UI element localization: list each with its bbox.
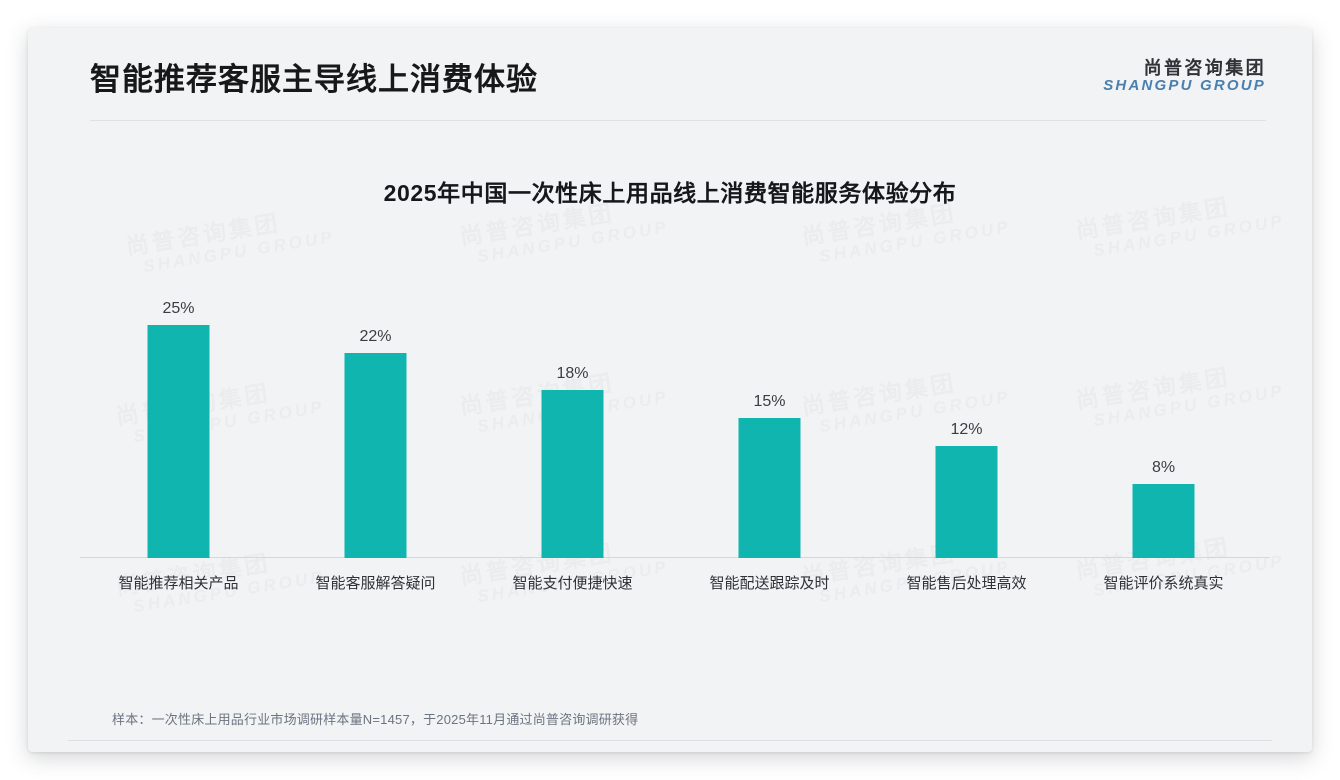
bar-group: 15% 智能配送跟踪及时 bbox=[671, 228, 868, 592]
bar[interactable] bbox=[541, 390, 604, 558]
slide-card: 尚普咨询集团 SHANGPU GROUP 尚普咨询集团 SHANGPU GROU… bbox=[28, 28, 1312, 752]
bar-column: 15% bbox=[671, 228, 868, 558]
bar-column: 18% bbox=[474, 228, 671, 558]
bar-value-label: 22% bbox=[359, 328, 392, 345]
footer-divider bbox=[68, 740, 1272, 741]
brand-name-cn: 尚普咨询集团 bbox=[1143, 58, 1266, 78]
bar[interactable] bbox=[1132, 484, 1195, 558]
header-divider bbox=[90, 120, 1266, 121]
x-axis-line bbox=[80, 557, 1270, 558]
bar-value-label: 25% bbox=[162, 300, 195, 317]
bar-category-label: 智能支付便捷快速 bbox=[512, 575, 633, 592]
bar-category-label: 智能售后处理高效 bbox=[906, 575, 1027, 592]
bar[interactable] bbox=[738, 418, 801, 558]
bar-column: 12% bbox=[868, 228, 1065, 558]
bar-category-label: 智能推荐相关产品 bbox=[118, 575, 239, 592]
chart-container: 2025年中国一次性床上用品线上消费智能服务体验分布 25% 智能推荐相关产品 … bbox=[28, 120, 1312, 660]
bar-value-label: 8% bbox=[1151, 459, 1176, 476]
bar-value-label: 18% bbox=[556, 365, 589, 382]
bar-column: 25% bbox=[80, 228, 277, 558]
brand-name-en: SHANGPU GROUP bbox=[1103, 77, 1266, 95]
bar-category-label: 智能配送跟踪及时 bbox=[709, 575, 830, 592]
slide-header: 智能推荐客服主导线上消费体验 尚普咨询集团 SHANGPU GROUP bbox=[28, 28, 1312, 120]
bar-value-label: 15% bbox=[753, 393, 786, 410]
bar-chart-plot: 25% 智能推荐相关产品 22% 智能客服解答疑问 18% 智能支付便捷快速 bbox=[80, 230, 1270, 625]
bar-column: 22% bbox=[277, 228, 474, 558]
bar-group: 18% 智能支付便捷快速 bbox=[474, 228, 671, 592]
bar-value-label: 12% bbox=[950, 421, 983, 438]
bar[interactable] bbox=[344, 353, 407, 558]
bar-group: 12% 智能售后处理高效 bbox=[868, 228, 1065, 592]
bar-group: 8% 智能评价系统真实 bbox=[1065, 228, 1262, 592]
bar[interactable] bbox=[935, 446, 998, 558]
bar-group: 25% 智能推荐相关产品 bbox=[80, 228, 277, 592]
bar-category-label: 智能评价系统真实 bbox=[1103, 575, 1224, 592]
bar[interactable] bbox=[147, 325, 210, 558]
bar-group: 22% 智能客服解答疑问 bbox=[277, 228, 474, 592]
page-title: 智能推荐客服主导线上消费体验 bbox=[90, 62, 538, 97]
bar-column: 8% bbox=[1065, 228, 1262, 558]
sample-footnote: 样本：一次性床上用品行业市场调研样本量N=1457，于2025年11月通过尚普咨… bbox=[112, 712, 639, 727]
slide-footer: ©2026.1 SHANGPU GROUP www.shangpu-china.… bbox=[28, 740, 1312, 752]
brand-logo: 尚普咨询集团 SHANGPU GROUP bbox=[1103, 58, 1266, 95]
bar-category-label: 智能客服解答疑问 bbox=[315, 575, 436, 592]
chart-title: 2025年中国一次性床上用品线上消费智能服务体验分布 bbox=[383, 180, 957, 206]
